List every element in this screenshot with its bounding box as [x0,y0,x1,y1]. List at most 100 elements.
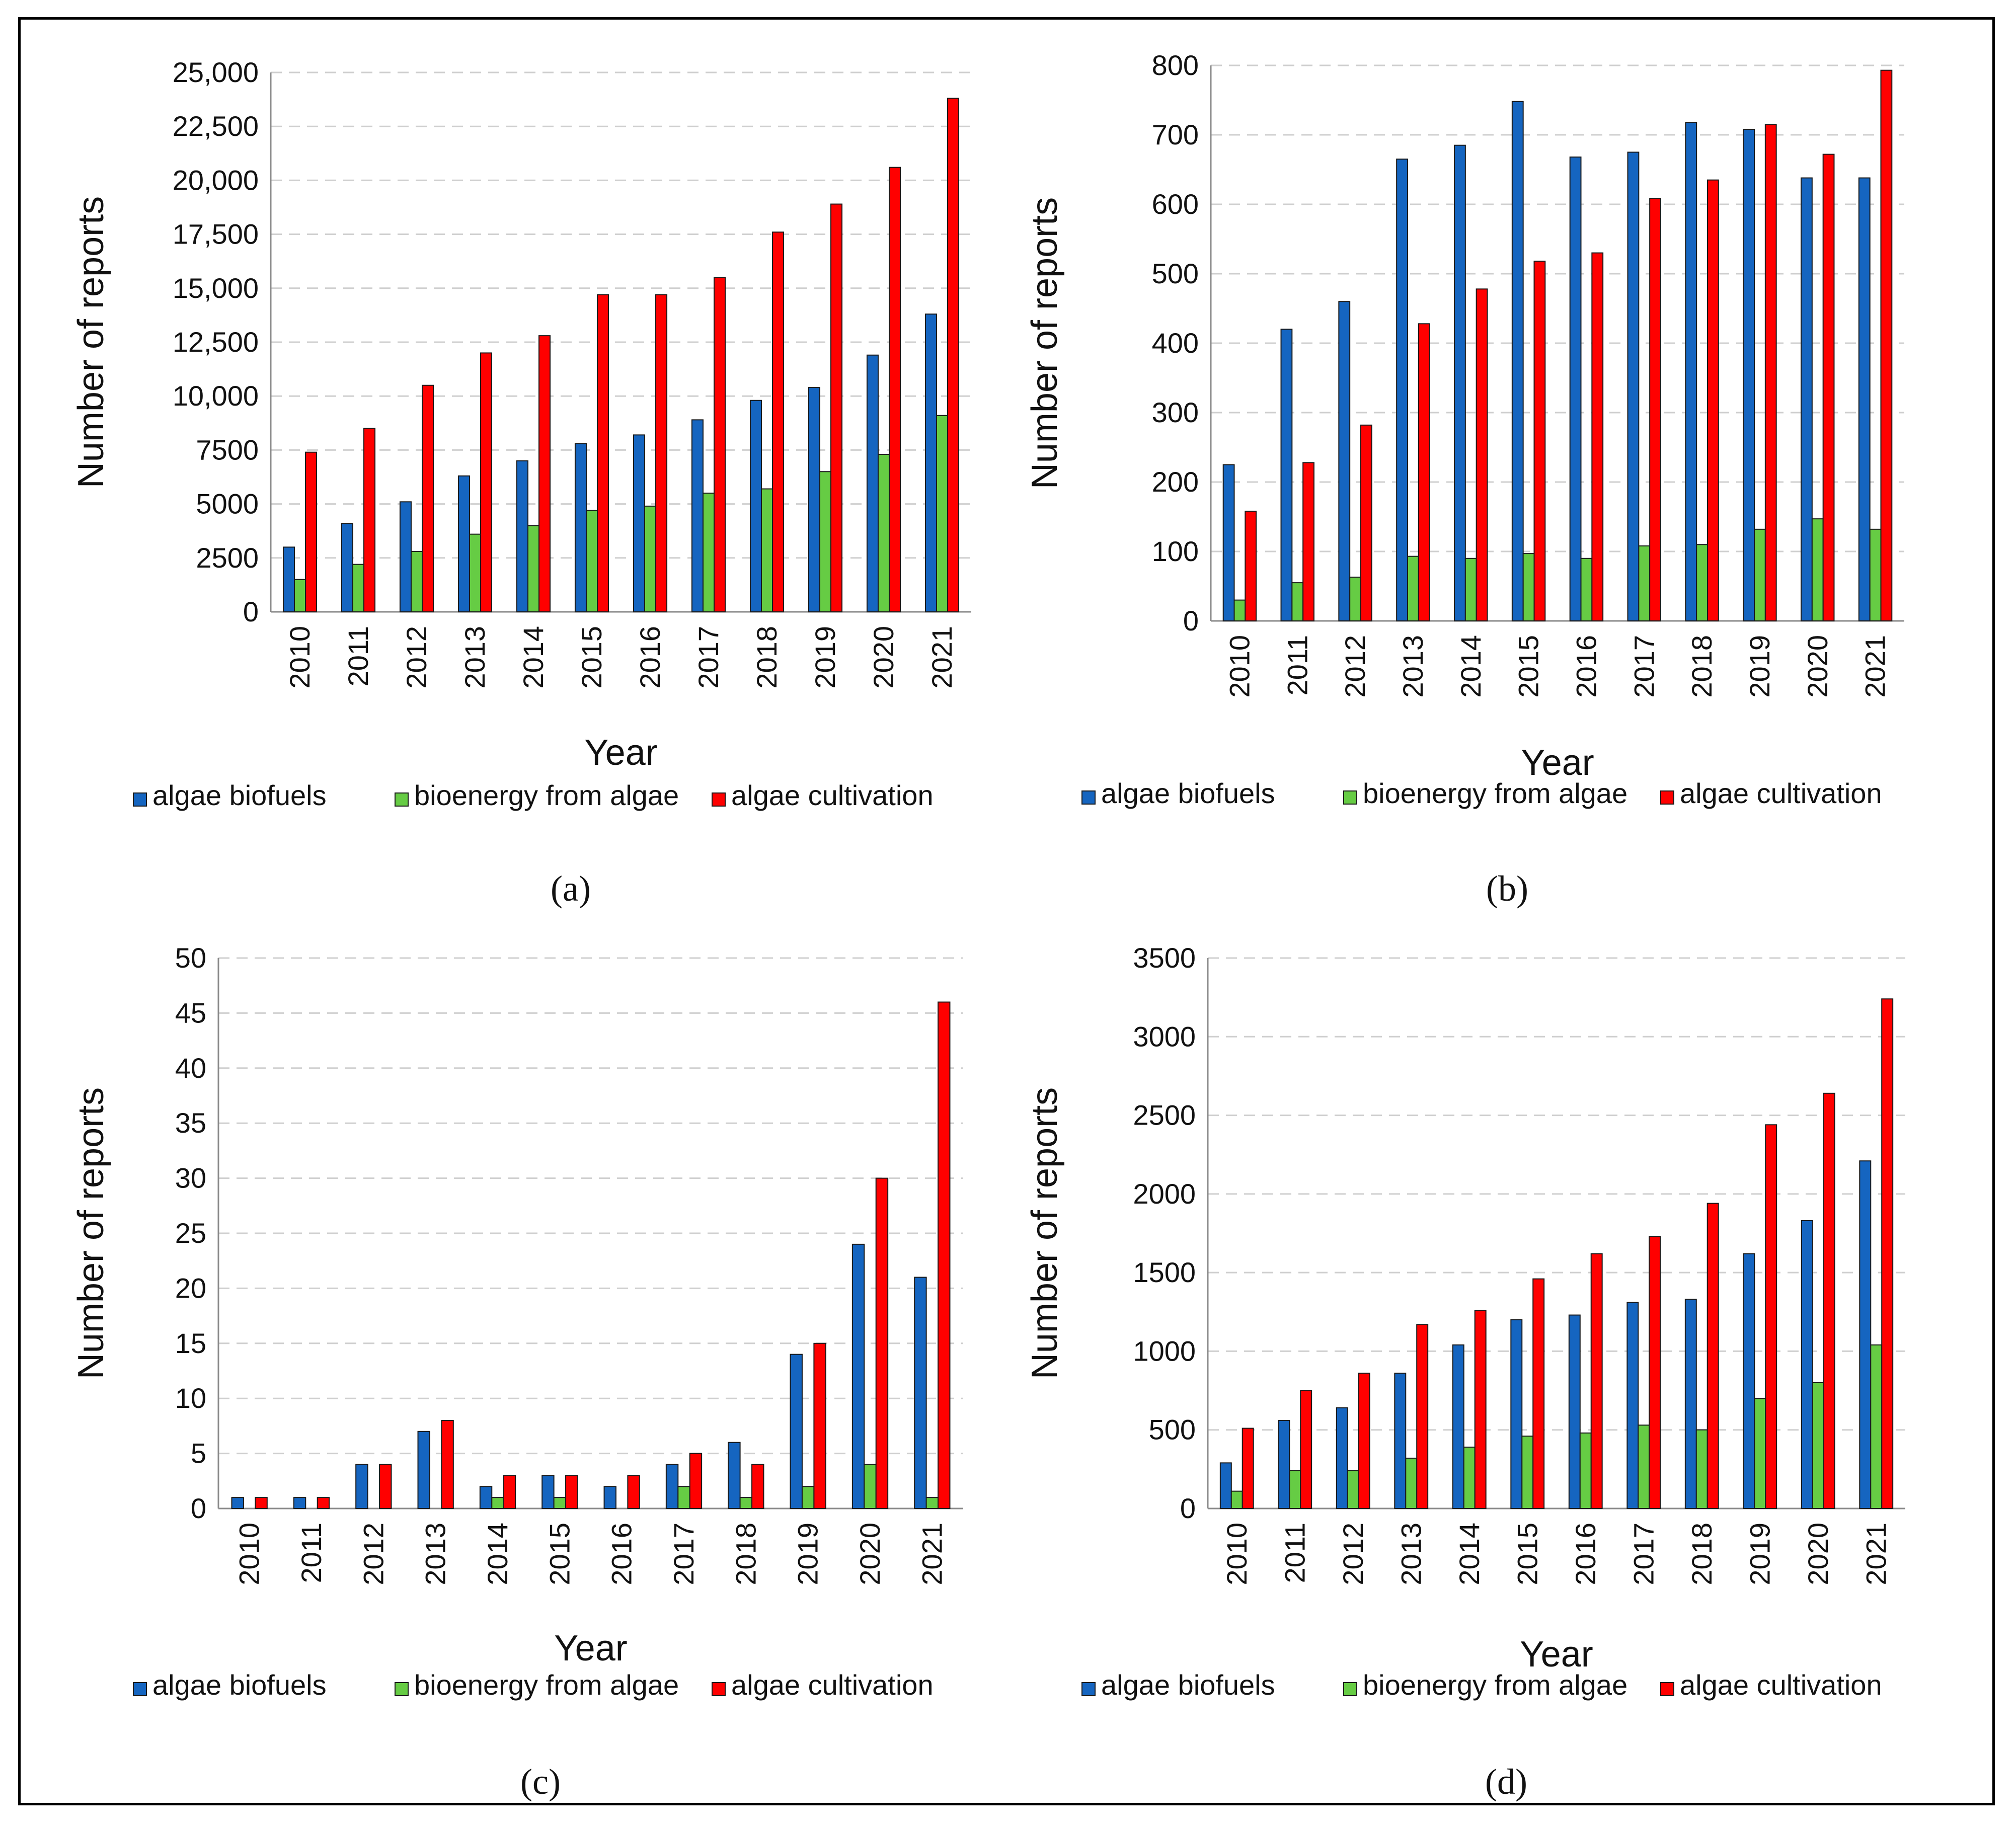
legend-swatch [395,1682,409,1696]
bar-algae-biofuels-2016 [1569,156,1582,622]
bar-algae-biofuels-2017 [665,1464,679,1509]
chart-panel-c: 0 5 10 15 20 25 30 35 40 45 50 2010 2011 2012 2013 2014… [71,942,963,1802]
bar-algae-cultivation-2016 [1590,1253,1603,1509]
bar-algae-cultivation-2017 [1649,198,1661,621]
x-tick-label: 2015 [1511,1523,1543,1585]
bar-algae-biofuels-2018 [1685,122,1697,622]
x-tick-label: 2018 [751,626,783,689]
bar-algae-cultivation-2020 [889,167,901,612]
x-tick-label: 2011 [1281,635,1313,695]
y-tick-label: 1000 [1133,1335,1196,1367]
bar-bioenergy-from-algae-2018 [1695,1429,1708,1510]
x-tick-label: 2011 [342,626,374,686]
y-tick-label: 12,500 [173,326,259,358]
y-tick-label: 15 [175,1327,206,1359]
bar-algae-biofuels-2013 [417,1431,430,1510]
legend-swatch [1081,1682,1096,1696]
x-tick-label: 2011 [1279,1523,1310,1583]
y-tick-label: 800 [1152,49,1199,81]
bar-algae-cultivation-2021 [938,1001,951,1509]
bar-algae-cultivation-2015 [565,1475,578,1510]
y-axis-title: Number of reports [71,1087,111,1379]
bar-bioenergy-from-algae-2018 [760,488,773,612]
x-tick-label: 2012 [357,1523,389,1585]
bar-bioenergy-from-algae-2016 [1579,1432,1592,1510]
y-axis-title: Number of reports [1025,1087,1065,1379]
bar-algae-cultivation-2014 [1474,1310,1487,1509]
y-tick-label: 20,000 [173,164,259,196]
x-tick-label: 2020 [1802,635,1833,698]
y-tick-label: 3500 [1133,942,1196,974]
x-tick-label: 2017 [1628,635,1660,698]
bar-bioenergy-from-algae-2019 [801,1486,815,1509]
bar-algae-biofuels-2014 [1454,144,1466,621]
bar-bioenergy-from-algae-2014 [1464,558,1477,622]
y-axis-title: Number of reports [1025,197,1065,489]
bar-algae-cultivation-2013 [1418,323,1430,621]
legend-label: bioenergy from algae [1363,777,1627,809]
y-tick-label: 3000 [1133,1020,1196,1052]
y-tick-label: 25,000 [173,56,259,88]
bar-algae-cultivation-2014 [538,335,551,612]
panel-caption: (a) [551,868,591,909]
legend-swatch [1343,1682,1357,1696]
bar-algae-cultivation-2014 [1476,288,1488,621]
bar-bioenergy-from-algae-2020 [877,453,890,612]
bar-bioenergy-from-algae-2016 [644,505,657,612]
legend-swatch [1081,790,1096,805]
legend-swatch [133,1682,147,1696]
bar-bioenergy-from-algae-2015 [1522,553,1535,622]
bar-algae-biofuels-2011 [1280,329,1293,621]
bar-bioenergy-from-algae-2020 [864,1464,877,1509]
x-tick-label: 2014 [482,1523,513,1585]
bar-algae-cultivation-2016 [627,1475,640,1510]
x-axis-title: Year [554,1628,627,1669]
bar-algae-biofuels-2010 [282,546,295,612]
bar-algae-cultivation-2017 [1649,1236,1661,1510]
bar-bioenergy-from-algae-2017 [1638,545,1651,621]
legend-swatch [712,792,726,807]
legend-label: algae biofuels [152,779,327,811]
chart-panel-b: 0 100 200 300 400 500 600 700 800 2010 2011 2012 201… [1025,49,1904,909]
bar-bioenergy-from-algae-2018 [1696,544,1708,621]
bar-algae-cultivation-2019 [830,203,843,612]
bar-bioenergy-from-algae-2012 [1349,577,1361,622]
y-tick-label: 700 [1152,119,1199,150]
y-tick-label: 45 [175,997,206,1028]
bar-algae-cultivation-2021 [1880,69,1893,621]
bar-algae-biofuels-2021 [1859,1160,1872,1509]
bar-algae-biofuels-2018 [1684,1299,1697,1510]
y-tick-label: 22,500 [173,110,259,142]
bar-algae-cultivation-2010 [1245,510,1257,622]
bar-algae-biofuels-2012 [355,1464,368,1509]
bar-algae-cultivation-2011 [317,1497,330,1510]
bar-bioenergy-from-algae-2020 [1812,1382,1824,1510]
x-tick-label: 2015 [544,1523,575,1585]
y-tick-label: 20 [175,1272,206,1304]
panel-caption: (d) [1485,1762,1527,1802]
legend-label: bioenergy from algae [414,779,679,811]
x-tick-label: 2011 [295,1523,327,1583]
legend-label: algae cultivation [731,1669,934,1701]
x-tick-label: 2010 [284,626,316,689]
x-axis-title: Year [1520,1634,1593,1675]
bar-bioenergy-from-algae-2017 [702,493,715,612]
bar-algae-cultivation-2012 [1358,1373,1370,1509]
bar-algae-cultivation-2021 [1881,998,1894,1509]
bar-bioenergy-from-algae-2018 [739,1497,753,1510]
y-tick-label: 17,500 [173,218,259,250]
y-axis-title: Number of reports [71,196,111,488]
bar-algae-biofuels-2020 [1801,1220,1813,1510]
bar-algae-cultivation-2010 [255,1497,268,1510]
bar-bioenergy-from-algae-2015 [585,510,598,612]
x-tick-label: 2019 [809,626,841,689]
bar-algae-cultivation-2015 [597,294,609,612]
bar-algae-biofuels-2016 [1568,1314,1581,1509]
chart-panel-d: 0 500 1000 1500 2000 2500 3000 3500 2010 2011 2012… [1025,942,1905,1802]
bar-bioenergy-from-algae-2012 [1347,1470,1359,1510]
bar-algae-biofuels-2020 [1801,177,1813,621]
x-tick-label: 2012 [1339,635,1371,698]
bar-bioenergy-from-algae-2021 [1870,1344,1883,1510]
bar-bioenergy-from-algae-2017 [677,1486,690,1509]
